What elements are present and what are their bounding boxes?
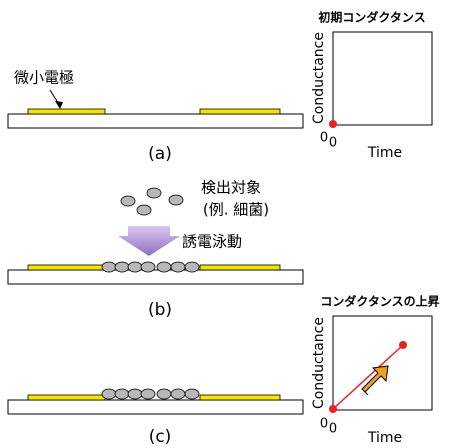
panel-label: (c) (149, 427, 172, 447)
particle (137, 205, 151, 215)
particle (169, 195, 183, 205)
x-label: Time (367, 145, 402, 161)
point (329, 120, 337, 128)
electrode (28, 109, 105, 114)
plot-frame (333, 32, 432, 125)
particle (147, 188, 161, 198)
plot-title: 初期コンダクタンス (318, 10, 425, 25)
electrode (200, 109, 280, 114)
substrate (8, 270, 303, 284)
target-example: (例. 細菌) (203, 201, 269, 219)
pointer-head (55, 101, 63, 109)
panel-label: (a) (148, 144, 172, 164)
panel-label: (b) (148, 300, 172, 320)
electrode (200, 395, 280, 400)
process-arrow (118, 226, 180, 256)
point (329, 405, 337, 413)
y-label: Conductance (311, 317, 327, 409)
process-label: 誘電泳動 (182, 233, 242, 251)
substrate (8, 114, 303, 128)
target-label: 検出対象 (201, 179, 261, 197)
x-origin: 0 (329, 422, 337, 437)
substrate (8, 400, 303, 414)
point (399, 341, 407, 349)
particle-chain (102, 389, 199, 399)
electrode (28, 265, 105, 270)
y-label: Conductance (311, 32, 327, 124)
electrode-label: 微小電極 (14, 69, 74, 87)
electrode (28, 395, 105, 400)
x-origin: 0 (329, 136, 337, 151)
particle (121, 196, 135, 206)
y-origin: 0 (320, 131, 328, 146)
diagram: 微小電極 (a) 初期コンダクタンス Conductance 0 0 Time … (0, 0, 457, 448)
x-label: Time (367, 430, 402, 446)
y-origin: 0 (320, 417, 328, 432)
plot-title: コンダクタンスの上昇 (320, 294, 439, 309)
electrode (200, 265, 280, 270)
